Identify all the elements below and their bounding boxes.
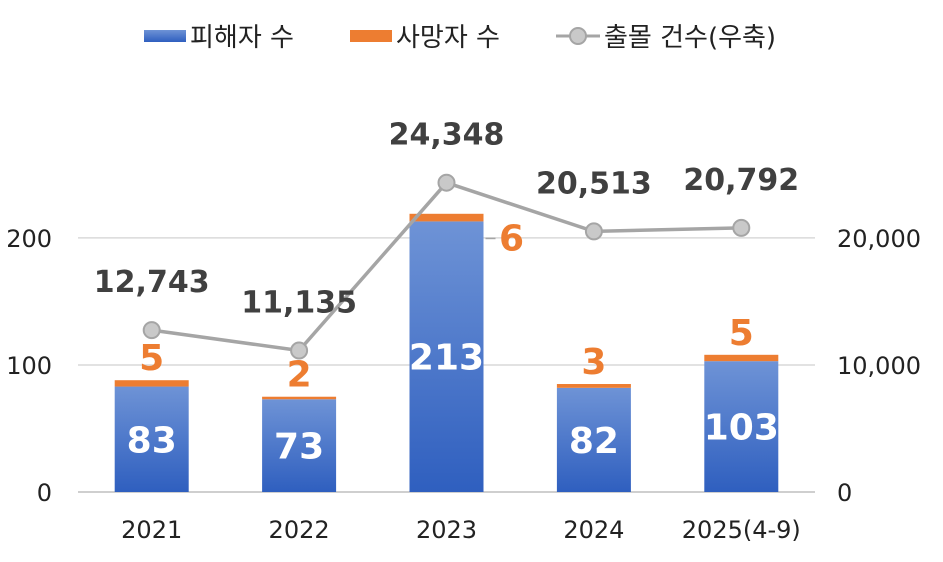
sightings-point	[290, 341, 309, 360]
deaths-data-label: 5	[139, 338, 164, 379]
deaths-data-label: 6	[499, 218, 524, 259]
left-tick-label: 200	[6, 225, 52, 253]
legend-item-sightings: 출몰 건수(우축)	[556, 23, 776, 53]
sightings-point	[437, 173, 456, 192]
victims-data-label: 83	[127, 420, 177, 461]
category-label: 2024	[563, 516, 624, 544]
victims-data-label: 213	[409, 338, 484, 379]
victims-data-label: 73	[274, 427, 324, 468]
bar-victims	[409, 221, 484, 492]
category-label: 2022	[269, 516, 330, 544]
sightings-point	[584, 222, 603, 241]
bar-deaths	[114, 380, 189, 387]
deaths-data-label: 5	[729, 313, 754, 354]
deaths-data-label: 3	[581, 342, 606, 383]
bar-deaths	[409, 213, 484, 222]
legend-marker-sightings	[569, 27, 587, 45]
legend-item-deaths: 사망자 수	[350, 23, 500, 53]
bar-victims	[704, 361, 779, 492]
left-tick-label: 0	[37, 479, 52, 507]
bar-victims	[114, 386, 189, 492]
sightings-data-label: 12,743	[94, 265, 210, 300]
category-label: 2025(4-9)	[682, 516, 801, 544]
bar-deaths	[262, 396, 337, 400]
sightings-line	[142, 173, 751, 360]
x-axis: 2021 2022 2023 2024 2025(4-9)	[121, 516, 801, 544]
right-tick-label: 0	[837, 479, 852, 507]
bar-deaths	[704, 354, 779, 362]
legend-label-sightings: 출몰 건수(우축)	[604, 23, 776, 53]
victims-data-label: 103	[704, 408, 779, 449]
legend-swatch-deaths	[350, 30, 392, 42]
right-tick-label: 10,000	[837, 352, 921, 380]
category-label: 2023	[416, 516, 477, 544]
legend-label-victims: 피해자 수	[190, 23, 294, 53]
sightings-data-label: 20,792	[683, 163, 799, 198]
left-tick-label: 100	[6, 352, 52, 380]
right-tick-label: 20,000	[837, 225, 921, 253]
bars	[114, 213, 779, 492]
legend-item-victims: 피해자 수	[144, 23, 294, 53]
sightings-point	[142, 321, 161, 340]
category-label: 2021	[121, 516, 182, 544]
bar-deaths	[556, 384, 631, 388]
legend: 피해자 수 사망자 수 출몰 건수(우축)	[144, 23, 776, 53]
sightings-data-label: 11,135	[241, 286, 357, 321]
sightings-data-label: 20,513	[536, 166, 652, 201]
bar-victims	[262, 399, 337, 492]
bar-victims	[556, 387, 631, 492]
left-axis: 0 100 200	[6, 225, 52, 507]
sightings-data-label: 24,348	[389, 118, 505, 153]
right-axis: 0 10,000 20,000	[837, 225, 921, 507]
victims-data-label: 82	[569, 421, 619, 462]
sightings-point	[732, 218, 751, 237]
deaths-data-label: 2	[287, 355, 312, 396]
legend-label-deaths: 사망자 수	[396, 23, 500, 53]
data-labels: 83 73 213 82 103 5 2 6 3 5 12,743 11,135 24,348 20,51…	[94, 118, 799, 468]
legend-swatch-victims	[144, 30, 186, 42]
